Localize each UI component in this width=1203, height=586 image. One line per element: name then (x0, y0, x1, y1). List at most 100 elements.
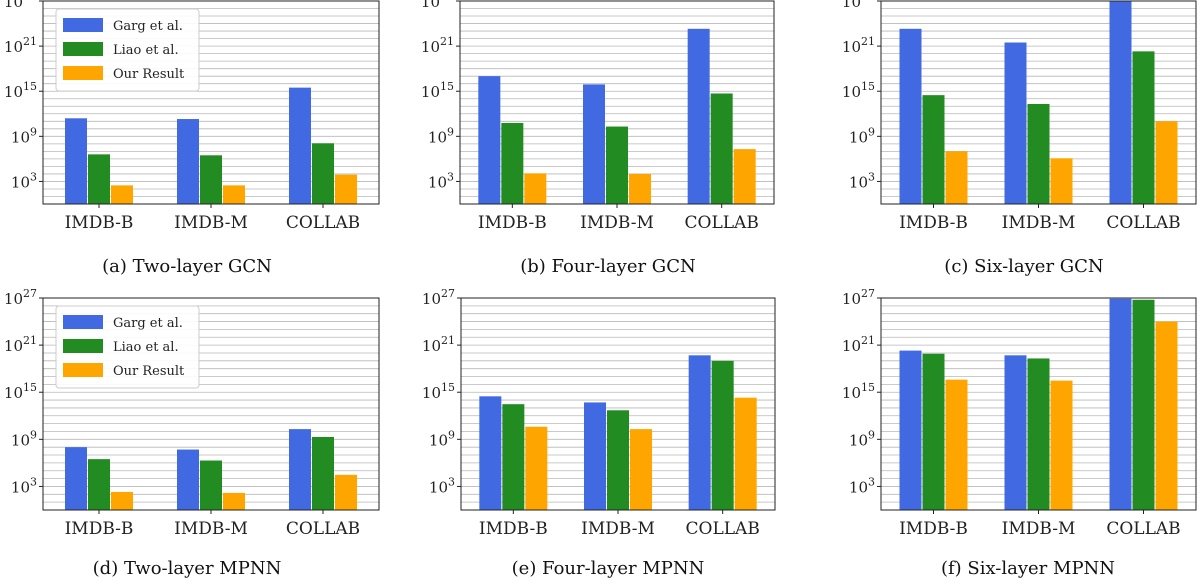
bar-garg-et-al-imdb-b (478, 76, 501, 204)
bar-our-resultimdb-b (111, 491, 133, 510)
bar-garg-et-al-imdb-b (479, 396, 502, 510)
bar-garg-et-al-collab (289, 429, 311, 510)
bar-garg-et-al-imdb-m (583, 84, 605, 204)
legend-label: Liao et al. (113, 43, 179, 58)
y-tick-label: 1027 (422, 287, 455, 308)
legend-label: Garg et al. (113, 19, 183, 34)
y-tick-label: 103 (849, 475, 875, 496)
bar-liao-et-al-imdb-m (1027, 358, 1050, 510)
bar-our-resultimdb-m (223, 185, 245, 204)
plot-frame (42, 297, 380, 511)
x-tick-label: IMDB-B (65, 519, 134, 539)
legend-swatch (63, 339, 103, 353)
bar-liao-et-al-imdb-m (200, 460, 222, 510)
y-tick-label: 103 (11, 170, 37, 191)
panel-caption: (d) Two-layer MPNN (93, 558, 282, 579)
y-tick-label: 109 (849, 125, 875, 146)
y-tick-label: 1015 (422, 381, 455, 402)
bar-our-resultcollab (1155, 321, 1178, 510)
y-tick-label: 1021 (4, 334, 37, 355)
plot-frame (42, 0, 380, 205)
bar-our-resultcollab (733, 149, 756, 204)
y-tick-label: 109 (11, 428, 37, 449)
legend-swatch (63, 315, 103, 329)
chart-panel-4: IMDB-B IMDB-M COLLAB 103 109 1015 1021 1027 Garg… (4, 287, 380, 539)
panel-caption: (c) Six-layer GCN (944, 256, 1103, 277)
x-tick-label: IMDB-B (479, 519, 548, 539)
y-tick-label: 103 (429, 475, 455, 496)
y-tick-label: 103 (11, 475, 37, 496)
bar-liao-et-al-imdb-b (501, 122, 524, 204)
bar-our-resultimdb-m (1050, 158, 1073, 204)
bar-liao-et-al-imdb-m (607, 410, 629, 510)
bar-liao-et-al-imdb-m (606, 126, 628, 204)
y-tick-label: 109 (11, 125, 37, 146)
bars (899, 298, 1178, 510)
bar-garg-et-al-imdb-m (584, 402, 606, 510)
chart-panel-2: IMDB-B IMDB-M COLLAB 103 109 1015 1021 1027 (421, 0, 775, 233)
legend-label: Garg et al. (113, 316, 183, 331)
x-tick-label: COLLAB (685, 213, 759, 233)
bar-our-resultimdb-m (223, 492, 245, 510)
x-tick-label: IMDB-B (478, 213, 547, 233)
bar-liao-et-al-collab (1132, 51, 1155, 204)
bar-our-resultcollab (1155, 121, 1178, 204)
y-tick-label: 1021 (421, 35, 454, 56)
bar-our-resultcollab (335, 174, 357, 204)
bar-garg-et-al-collab (1109, 1, 1132, 204)
x-tick-label: IMDB-M (580, 213, 654, 233)
bar-liao-et-al-collab (710, 93, 733, 204)
bar-garg-et-al-imdb-b (65, 118, 87, 204)
bar-our-resultimdb-m (630, 429, 652, 510)
y-tick-label: 1015 (4, 80, 37, 101)
x-tick-label: IMDB-M (174, 213, 248, 233)
y-tick-label: 1027 (842, 287, 875, 308)
bar-liao-et-al-collab (312, 143, 334, 204)
bar-our-resultimdb-m (629, 173, 651, 204)
bar-garg-et-al-collab (289, 87, 311, 204)
bar-liao-et-al-imdb-b (922, 353, 945, 510)
x-tick-label: COLLAB (1106, 519, 1180, 539)
plot-frame (880, 0, 1197, 205)
bars (899, 1, 1178, 204)
x-tick-label: IMDB-M (1002, 213, 1076, 233)
bar-garg-et-al-imdb-m (177, 119, 199, 204)
legend-swatch (63, 42, 103, 56)
bar-our-resultimdb-b (524, 173, 547, 204)
plot-frame (459, 0, 775, 205)
x-tick-label: IMDB-B (899, 519, 968, 539)
y-tick-label: 109 (849, 428, 875, 449)
bar-garg-et-al-imdb-b (65, 447, 87, 510)
legend-label: Our Result (113, 364, 185, 379)
bar-our-resultcollab (335, 474, 357, 510)
bar-our-resultimdb-b (945, 151, 968, 204)
bars (478, 28, 756, 204)
bar-liao-et-al-collab (312, 436, 334, 510)
bar-garg-et-al-imdb-m (177, 449, 199, 510)
x-tick-label: COLLAB (286, 519, 360, 539)
plot-frame (880, 297, 1197, 511)
chart-panel-1: IMDB-B IMDB-M COLLAB 103 109 1015 1021 1027 Garg… (4, 0, 380, 233)
y-tick-label: 1015 (421, 80, 454, 101)
bar-liao-et-al-imdb-b (88, 154, 110, 204)
x-tick-label: IMDB-B (65, 213, 134, 233)
chart-panel-3: IMDB-B IMDB-M COLLAB 103 109 1015 1021 1027 (842, 0, 1197, 233)
bar-our-resultimdb-b (525, 426, 548, 510)
legend-label: Liao et al. (113, 340, 179, 355)
bar-liao-et-al-imdb-b (922, 95, 945, 204)
y-tick-label: 1027 (4, 287, 37, 308)
bar-garg-et-al-collab (688, 355, 711, 510)
legend-swatch (63, 363, 103, 377)
bar-liao-et-al-imdb-m (200, 155, 222, 204)
x-tick-label: COLLAB (686, 519, 760, 539)
legend-swatch (63, 18, 103, 32)
plot-frame (460, 297, 776, 511)
chart-panel-6: IMDB-B IMDB-M COLLAB 103 109 1015 1021 1027 (842, 287, 1197, 539)
panel-caption: (a) Two-layer GCN (102, 256, 272, 277)
bar-garg-et-al-imdb-b (899, 28, 922, 204)
x-tick-label: IMDB-M (581, 519, 655, 539)
legend: Garg et al. Liao et al. Our Result (55, 305, 200, 389)
bar-liao-et-al-imdb-b (88, 459, 110, 510)
panel-caption: (b) Four-layer GCN (520, 256, 695, 277)
